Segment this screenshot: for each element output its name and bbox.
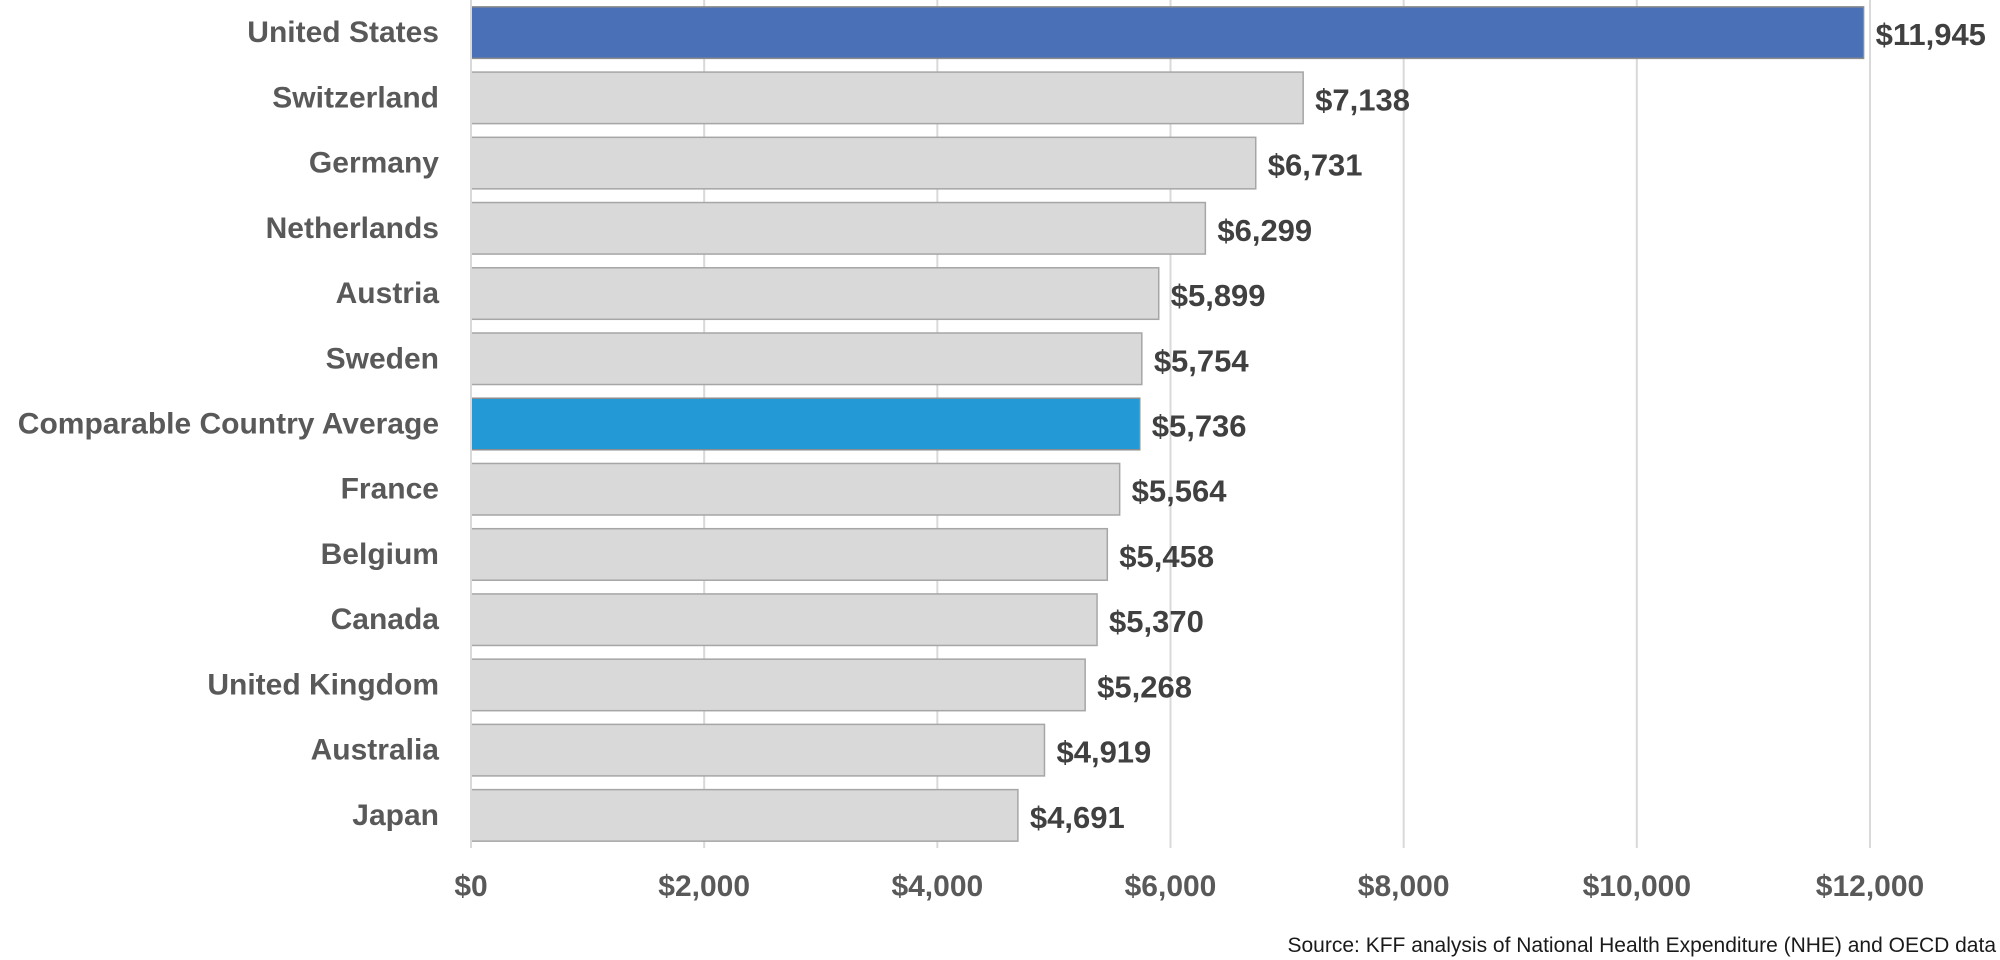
bar	[470, 332, 1143, 386]
category-label: Netherlands	[266, 212, 439, 245]
data-label: $6,299	[1217, 213, 1312, 248]
data-label: $5,754	[1154, 343, 1250, 378]
category-label: Australia	[311, 734, 440, 767]
data-label: $5,268	[1097, 669, 1192, 704]
bar	[470, 267, 1160, 321]
x-tick-label: $8,000	[1358, 870, 1450, 903]
data-label: $5,736	[1152, 409, 1247, 444]
data-label: $5,370	[1109, 604, 1204, 639]
data-label: $4,919	[1056, 735, 1151, 770]
category-label: Austria	[336, 277, 440, 310]
axes: United States $11,945 Switzerland $7,138 Ger…	[18, 0, 1986, 903]
bar	[470, 71, 1304, 125]
data-label: $7,138	[1315, 82, 1410, 117]
bars	[470, 6, 1865, 842]
data-label: $5,458	[1119, 539, 1214, 574]
bar	[470, 6, 1865, 60]
bar	[470, 201, 1207, 255]
x-tick-label: $6,000	[1125, 870, 1217, 903]
x-tick-label: $2,000	[658, 870, 750, 903]
x-tick-label: $10,000	[1583, 870, 1691, 903]
bar	[470, 788, 1019, 842]
x-tick-label: $0	[454, 870, 487, 903]
bar	[470, 593, 1098, 647]
data-label: $5,899	[1171, 278, 1266, 313]
x-tick-label: $4,000	[891, 870, 983, 903]
category-label: Switzerland	[272, 81, 439, 114]
category-label: United States	[247, 16, 439, 49]
bar	[470, 462, 1121, 516]
category-label: Japan	[352, 799, 439, 832]
category-label: Germany	[309, 147, 439, 180]
bar	[470, 658, 1086, 712]
bar	[470, 397, 1141, 451]
category-label: Comparable Country Average	[18, 408, 439, 441]
bar	[470, 723, 1046, 777]
category-label: Sweden	[326, 342, 439, 375]
data-label: $6,731	[1268, 148, 1363, 183]
category-label: Belgium	[321, 538, 439, 571]
data-label: $4,691	[1030, 800, 1125, 835]
x-tick-label: $12,000	[1816, 870, 1924, 903]
source-note: Source: KFF analysis of National Health …	[1287, 934, 1997, 957]
category-label: Canada	[331, 603, 440, 636]
bar	[470, 136, 1257, 190]
bar	[470, 527, 1109, 581]
data-label: $5,564	[1132, 474, 1228, 509]
category-label: United Kingdom	[207, 668, 439, 701]
category-label: France	[341, 473, 439, 506]
data-label: $11,945	[1876, 17, 1986, 52]
